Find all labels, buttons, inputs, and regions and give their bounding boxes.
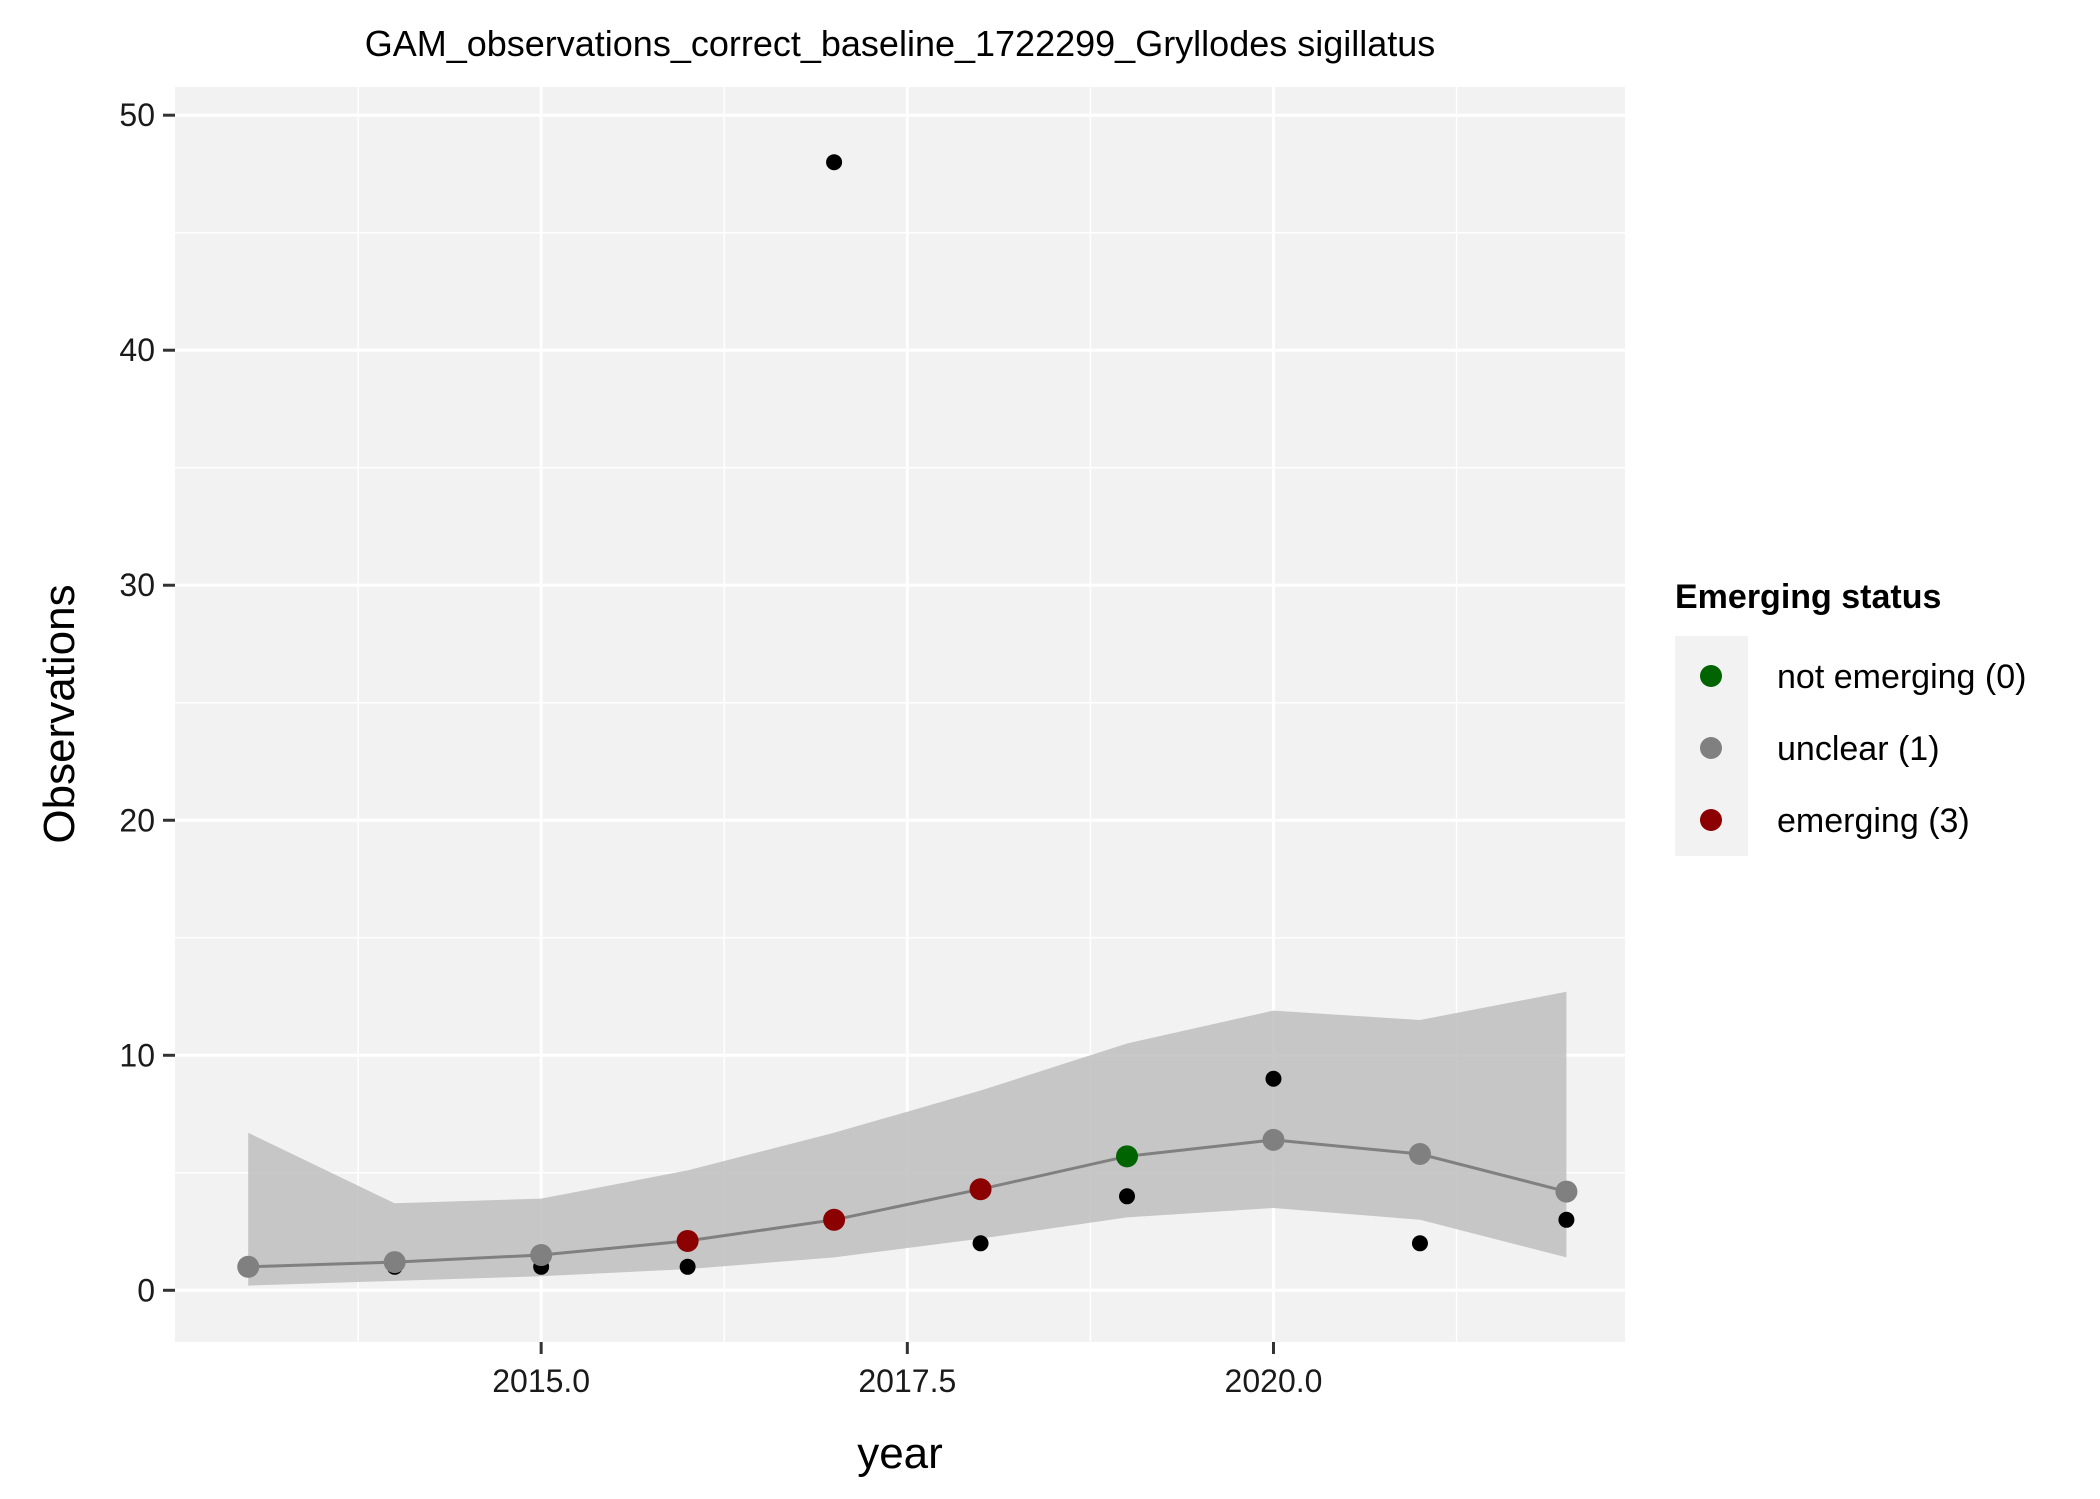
observed-point	[679, 1258, 696, 1275]
legend-title: Emerging status	[1675, 578, 1941, 616]
fit-point	[969, 1178, 992, 1201]
y-tick-label: 30	[119, 567, 155, 603]
chart-title: GAM_observations_correct_baseline_172229…	[365, 23, 1436, 64]
fit-point	[237, 1255, 260, 1278]
observed-point	[1558, 1211, 1575, 1228]
fit-point	[823, 1208, 846, 1231]
x-tick-label: 2015.0	[492, 1363, 590, 1399]
legend-key	[1700, 809, 1722, 831]
legend-entries: not emerging (0) unclear (1) emerging (3)	[1700, 658, 2026, 840]
y-tick-label: 40	[119, 332, 155, 368]
y-tick-label: 10	[119, 1037, 155, 1073]
y-axis-title: Observations	[35, 584, 84, 843]
legend-label: not emerging (0)	[1777, 658, 2026, 696]
legend-key	[1700, 665, 1722, 687]
legend-label: unclear (1)	[1777, 730, 1940, 768]
fit-line-group	[237, 1128, 1578, 1278]
fit-line	[248, 1138, 1567, 1269]
observed-point	[972, 1235, 989, 1252]
axes: 0 10 20 30 40 50 2015.0 2017.5 2020.0	[119, 97, 1322, 1399]
fit-point	[1408, 1142, 1431, 1165]
observed-point	[1119, 1188, 1136, 1205]
observed-point	[1411, 1235, 1428, 1252]
fit-point	[1262, 1128, 1285, 1151]
fit-point	[676, 1229, 699, 1252]
x-axis-title: year	[857, 1429, 943, 1478]
fit-point	[530, 1244, 553, 1267]
y-tick-label: 20	[119, 802, 155, 838]
confidence-band-group	[248, 991, 1567, 1286]
fit-point	[1116, 1145, 1139, 1168]
x-tick-label: 2020.0	[1225, 1363, 1323, 1399]
legend-key	[1700, 737, 1722, 759]
y-tick-label: 50	[119, 97, 155, 133]
y-tick-label: 0	[137, 1272, 155, 1308]
observed-point	[826, 154, 843, 171]
confidence-band	[248, 991, 1567, 1286]
observed-point	[1265, 1070, 1282, 1087]
legend: Emerging status not emerging (0) unclear …	[1675, 578, 2026, 856]
fit-point	[383, 1251, 406, 1274]
legend-label: emerging (3)	[1777, 802, 1970, 840]
fit-point	[1555, 1180, 1578, 1203]
x-tick-label: 2017.5	[858, 1363, 956, 1399]
